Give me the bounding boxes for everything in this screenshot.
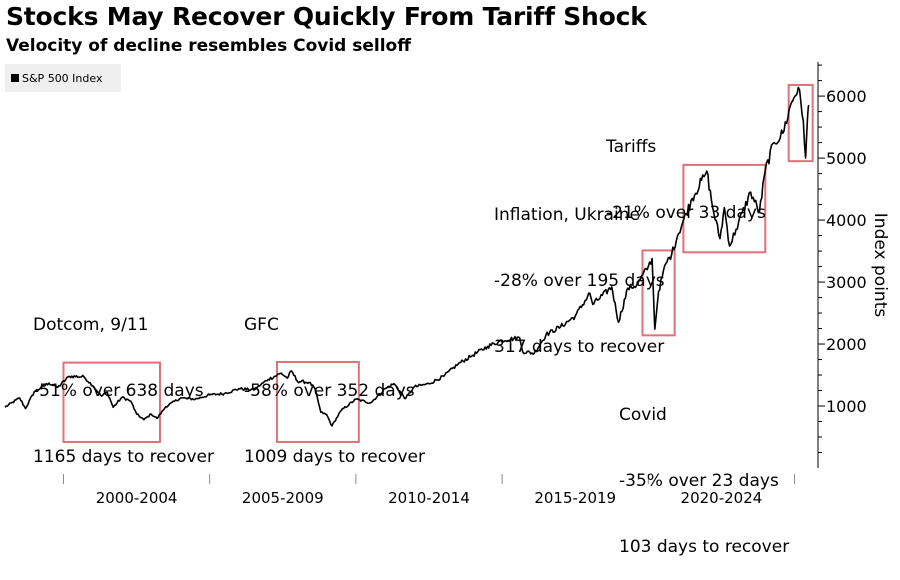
x-tick-label: 2000-2004 [96, 489, 178, 507]
annotation-line: -28% over 195 days [494, 271, 665, 291]
annotation-line: 317 days to recover [494, 337, 665, 357]
y-axis: 1000 2000 3000 4000 5000 6000 Index points [817, 62, 890, 468]
annotation-line: 1165 days to recover [33, 447, 214, 467]
highlight-box-dotcom [62, 361, 161, 443]
legend: S&P 500 Index [5, 64, 121, 92]
x-axis: 2000-2004 2005-2009 2010-2014 2015-2019 2020… [62, 474, 796, 507]
y-tick-label: 4000 [826, 211, 867, 230]
annotation-line: 103 days to recover [619, 537, 790, 557]
annotation-tariffs: Tariffs -21% over 33 days [606, 92, 766, 246]
annotation-line: -21% over 33 days [606, 203, 766, 223]
annotation-gfc: GFC -58% over 352 days 1009 days to reco… [244, 270, 425, 490]
series-group [4, 86, 810, 427]
highlight-box-gfc [275, 361, 360, 443]
annotation-line: -35% over 23 days [619, 471, 779, 491]
annotation-covid: Covid -35% over 23 days 103 days to reco… [619, 360, 789, 580]
x-tick-label: 2005-2009 [242, 489, 324, 507]
chart-title: Stocks May Recover Quickly From Tariff S… [6, 2, 647, 31]
annotation-line: -51% over 638 days [33, 381, 204, 401]
y-tick-label: 2000 [826, 335, 867, 354]
annotation-line: Inflation, Ukraine [494, 205, 640, 225]
x-tick-label: 2015-2019 [534, 489, 616, 507]
annotation-line: -58% over 352 days [244, 381, 415, 401]
annotation-dotcom: Dotcom, 9/11 -51% over 638 days 1165 day… [33, 270, 214, 490]
annotation-line: GFC [244, 315, 279, 335]
x-tick-label: 2020-2024 [681, 489, 763, 507]
highlight-box-tariffs [787, 83, 814, 163]
annotation-inflation: Inflation, Ukraine -28% over 195 days 31… [494, 160, 665, 380]
x-tick-label: 2010-2014 [388, 489, 470, 507]
annotation-line: Covid [619, 405, 667, 425]
y-tick-label: 1000 [826, 397, 867, 416]
legend-label: S&P 500 Index [22, 71, 103, 85]
annotation-line: Tariffs [606, 137, 657, 157]
series-line-0 [4, 86, 810, 427]
y-tick-label: 3000 [826, 273, 867, 292]
highlight-box-covid [641, 249, 676, 337]
chart-area: 1000 2000 3000 4000 5000 6000 Index points 200… [4, 62, 890, 507]
annotation-line: 1009 days to recover [244, 447, 425, 467]
y-axis-title: Index points [870, 213, 890, 318]
legend-swatch [11, 74, 19, 82]
highlight-boxes [62, 83, 814, 443]
highlight-box-inflation [682, 163, 767, 254]
annotation-line: Dotcom, 9/11 [33, 315, 149, 335]
chart-subtitle: Velocity of decline resembles Covid sell… [6, 36, 412, 56]
y-tick-label: 6000 [826, 87, 867, 106]
y-tick-label: 5000 [826, 149, 867, 168]
